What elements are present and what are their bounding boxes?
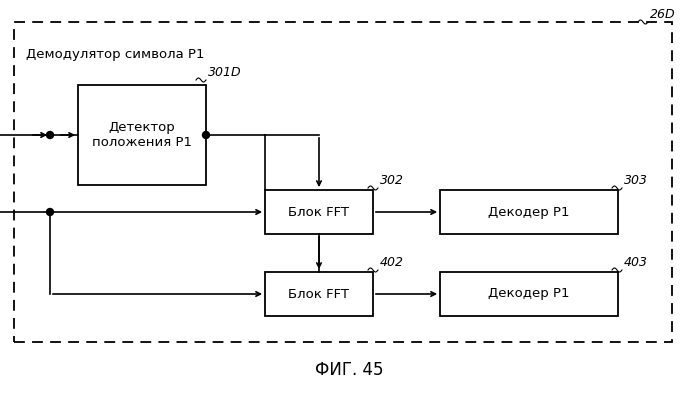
Text: Декодер P1: Декодер P1 bbox=[488, 288, 570, 301]
Text: 402: 402 bbox=[380, 256, 404, 269]
Text: Демодулятор символа P1: Демодулятор символа P1 bbox=[26, 48, 205, 61]
Text: ФИГ. 45: ФИГ. 45 bbox=[315, 361, 383, 379]
Circle shape bbox=[203, 132, 210, 139]
Text: 303: 303 bbox=[624, 174, 648, 187]
Bar bbox=[78, 85, 206, 185]
Circle shape bbox=[47, 132, 54, 139]
Text: Блок FFT: Блок FFT bbox=[289, 288, 350, 301]
Text: Декодер P1: Декодер P1 bbox=[488, 206, 570, 219]
Bar bbox=[265, 272, 373, 316]
Text: 403: 403 bbox=[624, 256, 648, 269]
Circle shape bbox=[47, 208, 54, 216]
Text: 302: 302 bbox=[380, 174, 404, 187]
Text: 301D: 301D bbox=[208, 66, 242, 79]
Text: Детектор
положения P1: Детектор положения P1 bbox=[92, 121, 192, 149]
Text: 26D: 26D bbox=[650, 8, 676, 21]
Bar bbox=[440, 272, 618, 316]
Bar bbox=[440, 190, 618, 234]
Bar bbox=[265, 190, 373, 234]
Text: Блок FFT: Блок FFT bbox=[289, 206, 350, 219]
Bar bbox=[14, 22, 672, 342]
